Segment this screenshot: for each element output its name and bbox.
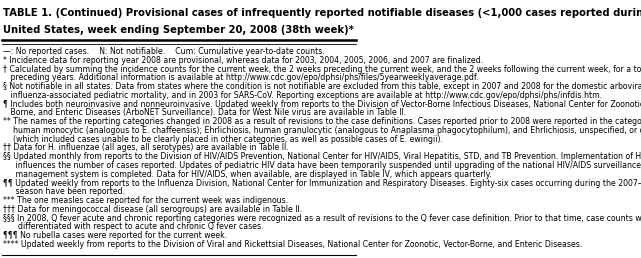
Text: influenza-associated pediatric mortality, and in 2003 for SARS-CoV. Reporting ex: influenza-associated pediatric mortality… bbox=[3, 91, 602, 100]
Text: human monocytic (analogous to E. chaffeensis); Ehrlichiosis, human granulocytic : human monocytic (analogous to E. chaffee… bbox=[3, 126, 641, 135]
Text: †† Data for H. influenzae (all ages, all serotypes) are available in Table II.: †† Data for H. influenzae (all ages, all… bbox=[3, 143, 288, 152]
Text: management system is completed. Data for HIV/AIDS, when available, are displayed: management system is completed. Data for… bbox=[3, 170, 492, 179]
Text: ** The names of the reporting categories changed in 2008 as a result of revision: ** The names of the reporting categories… bbox=[3, 117, 641, 126]
Text: influences the number of cases reported. Updates of pediatric HIV data have been: influences the number of cases reported.… bbox=[3, 161, 641, 170]
Text: Borne, and Enteric Diseases (ArboNET Surveillance). Data for West Nile virus are: Borne, and Enteric Diseases (ArboNET Sur… bbox=[3, 108, 406, 117]
Text: season have been reported.: season have been reported. bbox=[3, 187, 125, 196]
Text: ¶¶¶ No rubella cases were reported for the current week.: ¶¶¶ No rubella cases were reported for t… bbox=[3, 231, 227, 240]
Text: † Calculated by summing the incidence counts for the current week, the 2 weeks p: † Calculated by summing the incidence co… bbox=[3, 64, 641, 74]
Text: ¶ Includes both neuroinvasive and nonneuroinvasive. Updated weekly from reports : ¶ Includes both neuroinvasive and nonneu… bbox=[3, 100, 641, 109]
Text: TABLE 1. (Continued) Provisional cases of infrequently reported notifiable disea: TABLE 1. (Continued) Provisional cases o… bbox=[3, 8, 641, 18]
Text: § Not notifiable in all states. Data from states where the condition is not noti: § Not notifiable in all states. Data fro… bbox=[3, 82, 641, 91]
Text: **** Updated weekly from reports to the Division of Viral and Rickettsial Diseas: **** Updated weekly from reports to the … bbox=[3, 240, 582, 249]
Text: *** The one measles case reported for the current week was indigenous.: *** The one measles case reported for th… bbox=[3, 196, 288, 205]
Text: ¶¶ Updated weekly from reports to the Influenza Division, National Center for Im: ¶¶ Updated weekly from reports to the In… bbox=[3, 179, 641, 188]
Text: §§§ In 2008, Q fever acute and chronic reporting categories were recognized as a: §§§ In 2008, Q fever acute and chronic r… bbox=[3, 214, 641, 223]
Text: (which included cases unable to be clearly placed in other categories, as well a: (which included cases unable to be clear… bbox=[3, 135, 443, 144]
Text: preceding years. Additional information is available at http://www.cdc.gov/epo/d: preceding years. Additional information … bbox=[3, 73, 478, 82]
Text: —: No reported cases.    N: Not notifiable.    Cum: Cumulative year-to-date coun: —: No reported cases. N: Not notifiable.… bbox=[3, 47, 325, 56]
Text: * Incidence data for reporting year 2008 are provisional, whereas data for 2003,: * Incidence data for reporting year 2008… bbox=[3, 56, 483, 65]
Text: United States, week ending September 20, 2008 (38th week)*: United States, week ending September 20,… bbox=[3, 25, 354, 35]
Text: differentiated with respect to acute and chronic Q fever cases.: differentiated with respect to acute and… bbox=[3, 222, 263, 231]
Text: ††† Data for meningococcal disease (all serogroups) are available in Table II.: ††† Data for meningococcal disease (all … bbox=[3, 205, 302, 214]
Text: §§ Updated monthly from reports to the Division of HIV/AIDS Prevention, National: §§ Updated monthly from reports to the D… bbox=[3, 152, 641, 161]
